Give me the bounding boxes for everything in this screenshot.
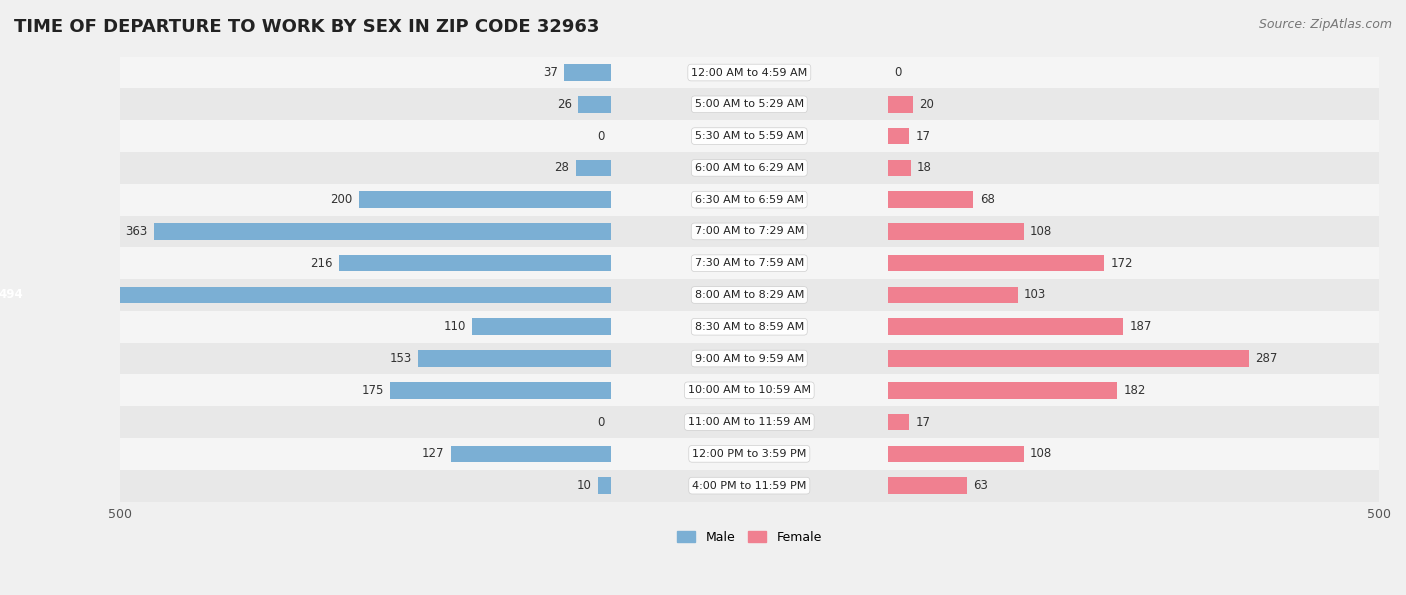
Bar [887, 382, 1116, 399]
Text: 7:30 AM to 7:59 AM: 7:30 AM to 7:59 AM [695, 258, 804, 268]
Text: 10: 10 [576, 479, 592, 492]
Text: 11:00 AM to 11:59 AM: 11:00 AM to 11:59 AM [688, 417, 811, 427]
Text: 28: 28 [554, 161, 569, 174]
Text: 216: 216 [309, 256, 332, 270]
Text: 9:00 AM to 9:59 AM: 9:00 AM to 9:59 AM [695, 353, 804, 364]
Bar [120, 184, 1379, 215]
Text: 7:00 AM to 7:29 AM: 7:00 AM to 7:29 AM [695, 227, 804, 236]
Bar [120, 406, 1379, 438]
Text: 8:00 AM to 8:29 AM: 8:00 AM to 8:29 AM [695, 290, 804, 300]
Bar [359, 192, 610, 208]
Bar [120, 248, 1379, 279]
Bar [472, 318, 610, 335]
Text: 363: 363 [125, 225, 148, 238]
Text: 200: 200 [330, 193, 353, 206]
Text: 108: 108 [1031, 225, 1053, 238]
Bar [887, 318, 1123, 335]
Text: 12:00 PM to 3:59 PM: 12:00 PM to 3:59 PM [692, 449, 807, 459]
Text: 175: 175 [361, 384, 384, 397]
Bar [564, 64, 610, 81]
Text: 153: 153 [389, 352, 412, 365]
Bar [120, 57, 1379, 89]
Bar [120, 152, 1379, 184]
Bar [339, 255, 610, 271]
Text: TIME OF DEPARTURE TO WORK BY SEX IN ZIP CODE 32963: TIME OF DEPARTURE TO WORK BY SEX IN ZIP … [14, 18, 599, 36]
Bar [887, 446, 1024, 462]
Text: 0: 0 [598, 415, 605, 428]
Bar [887, 287, 1018, 303]
Text: 287: 287 [1256, 352, 1278, 365]
Bar [887, 96, 912, 112]
Bar [887, 414, 910, 430]
Text: 110: 110 [443, 320, 465, 333]
Bar [391, 382, 610, 399]
Text: 187: 187 [1129, 320, 1152, 333]
Bar [887, 192, 973, 208]
Bar [575, 159, 610, 176]
Bar [598, 477, 610, 494]
Text: Source: ZipAtlas.com: Source: ZipAtlas.com [1258, 18, 1392, 31]
Bar [887, 159, 911, 176]
Bar [0, 287, 610, 303]
Text: 17: 17 [915, 130, 931, 143]
Bar [887, 255, 1105, 271]
Text: 0: 0 [598, 130, 605, 143]
Text: 68: 68 [980, 193, 994, 206]
Text: 10:00 AM to 10:59 AM: 10:00 AM to 10:59 AM [688, 386, 811, 395]
Bar [451, 446, 610, 462]
Bar [120, 120, 1379, 152]
Text: 5:00 AM to 5:29 AM: 5:00 AM to 5:29 AM [695, 99, 804, 109]
Bar [887, 477, 967, 494]
Bar [120, 374, 1379, 406]
Bar [887, 223, 1024, 240]
Bar [120, 215, 1379, 248]
Text: 182: 182 [1123, 384, 1146, 397]
Text: 17: 17 [915, 415, 931, 428]
Text: 103: 103 [1024, 289, 1046, 302]
Bar [120, 469, 1379, 502]
Bar [418, 350, 610, 367]
Text: 0: 0 [894, 66, 901, 79]
Bar [153, 223, 610, 240]
Text: 20: 20 [920, 98, 934, 111]
Text: 37: 37 [543, 66, 558, 79]
Legend: Male, Female: Male, Female [672, 525, 827, 549]
Text: 172: 172 [1111, 256, 1133, 270]
Bar [887, 350, 1250, 367]
Text: 494: 494 [0, 289, 24, 302]
Text: 63: 63 [973, 479, 988, 492]
Bar [120, 311, 1379, 343]
Bar [887, 128, 910, 145]
Text: 4:00 PM to 11:59 PM: 4:00 PM to 11:59 PM [692, 481, 807, 491]
Bar [120, 343, 1379, 374]
Text: 5:30 AM to 5:59 AM: 5:30 AM to 5:59 AM [695, 131, 804, 141]
Text: 18: 18 [917, 161, 932, 174]
Text: 12:00 AM to 4:59 AM: 12:00 AM to 4:59 AM [692, 68, 807, 77]
Text: 26: 26 [557, 98, 572, 111]
Text: 6:00 AM to 6:29 AM: 6:00 AM to 6:29 AM [695, 163, 804, 173]
Text: 8:30 AM to 8:59 AM: 8:30 AM to 8:59 AM [695, 322, 804, 332]
Bar [120, 89, 1379, 120]
Text: 127: 127 [422, 447, 444, 461]
Text: 108: 108 [1031, 447, 1053, 461]
Bar [578, 96, 610, 112]
Text: 6:30 AM to 6:59 AM: 6:30 AM to 6:59 AM [695, 195, 804, 205]
Bar [120, 438, 1379, 469]
Bar [120, 279, 1379, 311]
